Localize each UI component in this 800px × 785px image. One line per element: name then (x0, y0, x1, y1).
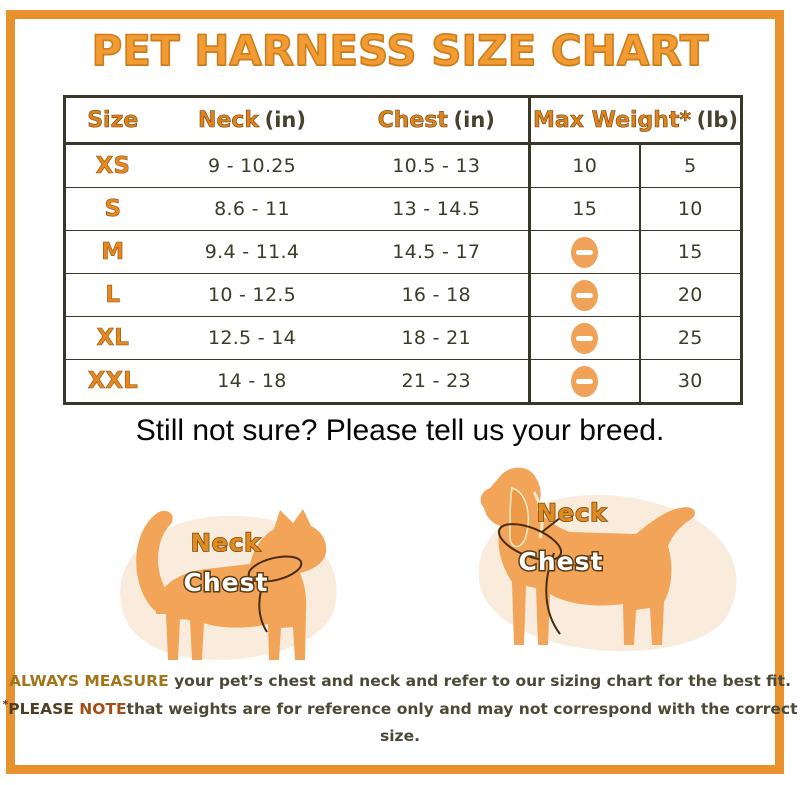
neck-range-cell: 9.4 - 11.4 (159, 230, 345, 274)
neck-range-cell: 10 - 12.5 (159, 273, 345, 317)
dog-diagram: Neck Chest (438, 458, 773, 678)
dog-illustration: Neck Chest (478, 467, 737, 652)
max-weight-cat-cell: 10 (528, 143, 640, 188)
header-max-weight: Max Weight* (lb) (527, 96, 742, 145)
header-chest-label: Chest (377, 107, 448, 133)
dog-chest-measure-line (545, 552, 561, 635)
table-row: L 10 - 12.5 16 - 18 20 (64, 273, 742, 317)
chest-range-cell: 13 - 14.5 (344, 187, 530, 231)
size-cell: L (64, 273, 160, 317)
table-row: XL 12.5 - 14 18 - 21 25 (64, 316, 742, 360)
header-size: Size (64, 96, 160, 145)
footer-line-1: ALWAYS MEASURE your pet’s chest and neck… (0, 668, 800, 695)
header-neck-unit: (in) (264, 107, 306, 132)
dog-neck-pointer-line (541, 517, 561, 533)
table-row: S 8.6 - 11 13 - 14.5 15 10 (64, 187, 742, 231)
cat-neck-label: Neck (191, 529, 262, 557)
max-weight-cat-cell (528, 316, 640, 360)
footer-line-2-text: that weights are for reference only and … (126, 700, 798, 746)
max-weight-dog-cell: 10 (638, 187, 742, 231)
dog-neck-highlight-line (532, 491, 544, 539)
max-weight-cat-cell (528, 359, 640, 404)
neck-range-cell: 9 - 10.25 (207, 155, 297, 177)
footer-note-word: NOTE (79, 700, 127, 719)
footer-note: ALWAYS MEASURE your pet’s chest and neck… (0, 668, 800, 751)
chest-range-cell: 14.5 - 17 (344, 230, 530, 274)
cat-silhouette (155, 509, 327, 660)
cat-chest-label: Chest (184, 568, 269, 597)
size-cell: M (64, 230, 160, 274)
minus-icon (571, 236, 599, 268)
cat-neck-measure-line (247, 555, 303, 583)
chest-range-cell: 10.5 - 13 (392, 155, 481, 177)
table-header-row: Size Neck (in) Chest (in) Max Weight* (l… (64, 96, 742, 145)
max-weight-dog-cell: 15 (638, 230, 742, 274)
footer-always-measure: ALWAYS MEASURE (9, 672, 169, 690)
header-chest-unit: (in) (453, 107, 495, 132)
chest-range-cell: 21 - 23 (344, 359, 530, 404)
chest-range-cell: 16 - 18 (344, 273, 530, 317)
header-size-label: Size (87, 107, 139, 133)
cat-chest-measure-line (258, 577, 268, 633)
table-row: M 9.4 - 11.4 14.5 - 17 15 (64, 230, 742, 274)
dog-neck-measure-line (497, 523, 563, 561)
header-neck-label: Neck (198, 107, 260, 133)
max-weight-dog-cell: 20 (638, 273, 742, 317)
chest-range-cell: 18 - 21 (344, 316, 530, 360)
footer-asterisk: * (2, 698, 9, 712)
max-weight-dog-cell: 30 (638, 359, 742, 404)
table-row: XXL 14 - 18 21 - 23 30 (64, 359, 742, 404)
breed-question-text: Still not sure? Please tell us your bree… (135, 414, 665, 447)
max-weight-dog-cell: 25 (638, 316, 742, 360)
footer-please: PLEASE (8, 700, 80, 719)
minus-icon (571, 322, 599, 354)
neck-range-cell: 12.5 - 14 (159, 316, 345, 360)
dog-neck-label: Neck (537, 499, 608, 527)
max-weight-cat-cell (528, 273, 640, 317)
size-table-body: XS 9 - 10.25 10.5 - 13 10 5 S 8.6 - 11 1… (64, 143, 742, 404)
header-max-weight-unit: (lb) (696, 107, 738, 132)
size-cell: XL (64, 316, 160, 360)
minus-icon (571, 365, 599, 397)
footer-line-2: *PLEASE NOTEthat weights are for referen… (0, 695, 800, 750)
page-title: PET HARNESS SIZE CHART (91, 25, 710, 76)
header-chest: Chest (in) (344, 96, 530, 145)
table-row: XS 9 - 10.25 10.5 - 13 10 5 (65, 143, 742, 188)
header-neck: Neck (in) (159, 96, 345, 145)
max-weight-cat-cell (528, 230, 640, 274)
neck-range-cell: 8.6 - 11 (159, 187, 345, 231)
cat-diagram: Neck Chest (80, 472, 390, 677)
max-weight-dog-cell: 5 (638, 143, 742, 188)
dog-silhouette (480, 467, 695, 645)
minus-icon (571, 279, 599, 311)
header-max-weight-label: Max Weight* (533, 107, 692, 133)
size-cell: XXL (64, 359, 160, 404)
size-cell: XS (95, 153, 130, 180)
dog-chest-label: Chest (519, 547, 604, 576)
neck-range-cell: 14 - 18 (159, 359, 345, 404)
max-weight-cat-cell: 15 (528, 187, 640, 231)
dog-ear (509, 487, 530, 548)
footer-line-1-text: your pet’s chest and neck and refer to o… (168, 672, 791, 690)
size-cell: S (64, 187, 160, 231)
cat-tail (136, 510, 173, 612)
size-table: Size Neck (in) Chest (in) Max Weight* (l… (63, 95, 744, 405)
cat-illustration: Neck Chest (120, 509, 337, 660)
